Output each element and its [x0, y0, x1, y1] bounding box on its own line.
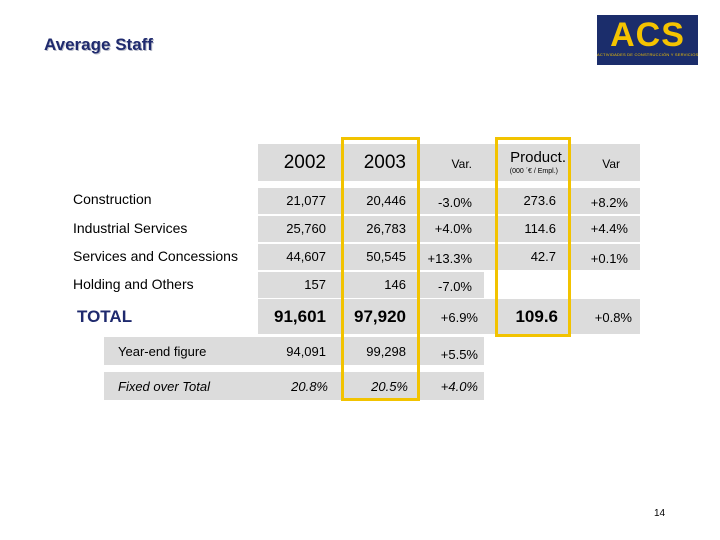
total-2003: 97,920	[354, 307, 406, 326]
sub-label-year-end: Year-end figure	[118, 344, 207, 359]
page-number: 14	[654, 508, 666, 519]
sub-label-fixed-over-total: Fixed over Total	[118, 379, 211, 394]
sub-band-year-end	[104, 337, 484, 365]
services-product: 42.7	[530, 249, 556, 264]
construction-2003: 20,446	[366, 193, 406, 208]
row-band-construction	[258, 188, 640, 214]
fixed-2002: 20.8%	[291, 379, 328, 394]
year-end-2002: 94,091	[286, 344, 326, 359]
construction-var: -3.0%	[438, 195, 472, 210]
services-2003: 50,545	[366, 249, 406, 264]
fixed-var: +4.0%	[440, 379, 478, 394]
header-product-var: Var	[602, 157, 620, 171]
total-product-var: +0.8%	[594, 310, 632, 325]
industrial-2002: 25,760	[286, 221, 326, 236]
logo-subtitle: ACTIVIDADES DE CONSTRUCCIÓN Y SERVICIOS	[597, 52, 699, 57]
construction-product: 273.6	[523, 193, 556, 208]
services-2002: 44,607	[286, 249, 326, 264]
header-year-2002: 2002	[283, 152, 326, 173]
row-label-holding-others: Holding and Others	[73, 276, 194, 292]
year-end-2003: 99,298	[366, 344, 406, 359]
header-year-2003: 2003	[363, 152, 406, 173]
header-var: Var.	[451, 157, 472, 171]
total-label: TOTAL	[77, 307, 133, 326]
industrial-2003: 26,783	[366, 221, 406, 236]
fixed-2003: 20.5%	[371, 379, 408, 394]
header-band	[258, 144, 640, 181]
industrial-product-var: +4.4%	[590, 221, 628, 236]
row-label-industrial-services: Industrial Services	[73, 220, 188, 236]
row-label-construction: Construction	[73, 191, 152, 207]
holding-var: -7.0%	[438, 279, 472, 294]
row-band-services	[258, 244, 640, 270]
total-band	[258, 299, 640, 334]
row-band-industrial	[258, 216, 640, 242]
construction-2002: 21,077	[286, 193, 326, 208]
acs-logo: ACS ACTIVIDADES DE CONSTRUCCIÓN Y SERVIC…	[597, 15, 698, 65]
total-product: 109.6	[515, 307, 558, 326]
row-band-holding	[258, 272, 484, 298]
logo-wordmark: ACS	[610, 16, 685, 54]
industrial-var: +4.0%	[434, 221, 472, 236]
year-end-var: +5.5%	[440, 347, 478, 362]
holding-2003: 146	[384, 277, 406, 292]
total-2002: 91,601	[274, 307, 326, 326]
header-product-unit: (000 ´€ / Empl.)	[509, 168, 558, 175]
construction-product-var: +8.2%	[590, 195, 628, 210]
page-title: Average Staff	[44, 35, 153, 54]
holding-2002: 157	[304, 277, 326, 292]
header-product: Product.	[510, 149, 566, 166]
row-label-services-concessions: Services and Concessions	[73, 248, 238, 264]
services-product-var: +0.1%	[590, 251, 628, 266]
total-var: +6.9%	[440, 310, 478, 325]
services-var: +13.3%	[427, 251, 472, 266]
sub-band-fixed	[104, 372, 484, 400]
industrial-product: 114.6	[524, 221, 556, 236]
highlight-product-column	[495, 137, 571, 337]
highlight-2003-column	[341, 137, 420, 401]
